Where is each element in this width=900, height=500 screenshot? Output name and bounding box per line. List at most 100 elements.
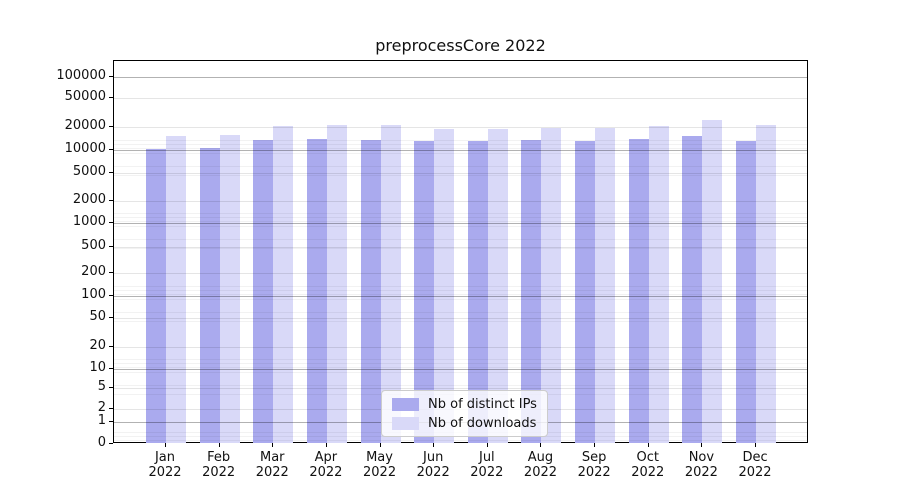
x-tick-label-may: May 2022 bbox=[363, 450, 397, 480]
y-tick bbox=[109, 408, 113, 409]
y-tick-label-1: 1 bbox=[97, 413, 106, 428]
y-tick bbox=[109, 222, 113, 223]
x-tick bbox=[647, 443, 649, 447]
minor-gridline bbox=[114, 321, 807, 323]
y-tick bbox=[109, 126, 113, 127]
minor-gridline bbox=[114, 175, 807, 177]
y-tick bbox=[109, 272, 113, 273]
x-tick-label-oct: Oct 2022 bbox=[631, 450, 665, 480]
x-tick bbox=[594, 443, 596, 447]
minor-gridline bbox=[114, 294, 807, 296]
y-tick bbox=[109, 368, 113, 369]
y-tick-label-200: 200 bbox=[81, 264, 106, 279]
y-tick-label-20000: 20000 bbox=[64, 118, 106, 133]
bar-distinct-ips-mar bbox=[253, 139, 274, 443]
minor-gridline bbox=[114, 239, 807, 241]
x-tick bbox=[325, 443, 327, 447]
x-tick-label-feb: Feb 2022 bbox=[202, 450, 236, 480]
y-tick-label-0: 0 bbox=[97, 435, 106, 450]
x-tick-label-jul: Jul 2022 bbox=[470, 450, 504, 480]
y-tick bbox=[109, 387, 113, 388]
legend: Nb of distinct IPs Nb of downloads bbox=[381, 390, 548, 437]
y-tick-label-2: 2 bbox=[97, 400, 106, 415]
bar-downloads-aug bbox=[541, 127, 562, 443]
x-tick-label-mar: Mar 2022 bbox=[255, 450, 289, 480]
minor-gridline bbox=[114, 221, 807, 223]
chart-title: preprocessCore 2022 bbox=[375, 36, 546, 55]
gridline-100000 bbox=[114, 77, 807, 78]
gridline-100 bbox=[114, 296, 807, 297]
y-tick bbox=[109, 76, 113, 77]
y-tick-label-50: 50 bbox=[89, 309, 106, 324]
minor-gridline bbox=[114, 144, 807, 146]
bar-downloads-nov bbox=[702, 120, 723, 443]
gridline-500 bbox=[114, 247, 807, 248]
x-tick bbox=[540, 443, 542, 447]
minor-gridline bbox=[114, 372, 807, 374]
gridline-1000 bbox=[114, 223, 807, 224]
legend-entry-downloads: Nb of downloads bbox=[392, 416, 539, 431]
minor-gridline bbox=[114, 312, 807, 314]
minor-gridline bbox=[114, 385, 807, 387]
x-tick-label-jun: Jun 2022 bbox=[416, 450, 450, 480]
y-tick bbox=[109, 295, 113, 296]
minor-gridline bbox=[114, 140, 807, 142]
minor-gridline bbox=[114, 226, 807, 228]
bar-distinct-ips-apr bbox=[306, 139, 327, 443]
y-tick-label-500: 500 bbox=[81, 238, 106, 253]
minor-gridline bbox=[114, 248, 807, 250]
minor-gridline bbox=[114, 148, 807, 150]
gridline-5000 bbox=[114, 173, 807, 174]
bar-downloads-dec bbox=[756, 125, 777, 443]
minor-gridline bbox=[114, 440, 807, 442]
y-tick-label-10000: 10000 bbox=[64, 141, 106, 156]
y-tick-label-100: 100 bbox=[81, 287, 106, 302]
gridline-20000 bbox=[114, 127, 807, 128]
minor-gridline bbox=[114, 299, 807, 301]
bar-distinct-ips-jun bbox=[414, 141, 435, 443]
y-tick bbox=[109, 421, 113, 422]
gridline-5 bbox=[114, 388, 807, 389]
minor-gridline bbox=[114, 217, 807, 219]
x-tick-label-nov: Nov 2022 bbox=[684, 450, 718, 480]
bar-downloads-sep bbox=[595, 127, 616, 443]
bar-distinct-ips-aug bbox=[521, 140, 542, 443]
gridline-200 bbox=[114, 273, 807, 274]
x-tick-label-dec: Dec 2022 bbox=[738, 450, 772, 480]
y-tick bbox=[109, 97, 113, 98]
bar-distinct-ips-jan bbox=[146, 149, 166, 443]
y-tick-label-5000: 5000 bbox=[72, 164, 106, 179]
x-tick bbox=[755, 443, 757, 447]
minor-gridline bbox=[114, 286, 807, 288]
gridline-10000 bbox=[114, 150, 807, 151]
bar-distinct-ips-feb bbox=[199, 148, 220, 443]
gridline-50 bbox=[114, 318, 807, 319]
bar-distinct-ips-sep bbox=[575, 141, 596, 443]
x-tick-label-sep: Sep 2022 bbox=[577, 450, 611, 480]
x-tick-label-aug: Aug 2022 bbox=[523, 450, 558, 480]
x-tick-label-apr: Apr 2022 bbox=[309, 450, 343, 480]
x-tick bbox=[218, 443, 220, 447]
legend-label-distinct-ips: Nb of distinct IPs bbox=[428, 396, 537, 412]
gridline-20 bbox=[114, 347, 807, 348]
x-tick bbox=[379, 443, 381, 447]
bar-downloads-oct bbox=[648, 125, 669, 443]
bar-downloads-mar bbox=[273, 125, 294, 443]
legend-entry-distinct-ips: Nb of distinct IPs bbox=[392, 397, 539, 412]
y-tick-label-1000: 1000 bbox=[72, 214, 106, 229]
minor-gridline bbox=[114, 166, 807, 168]
y-tick bbox=[109, 346, 113, 347]
bar-downloads-feb bbox=[219, 135, 240, 443]
gridline-2000 bbox=[114, 201, 807, 202]
minor-gridline bbox=[114, 363, 807, 365]
minor-gridline bbox=[114, 367, 807, 369]
x-tick bbox=[433, 443, 435, 447]
bar-distinct-ips-may bbox=[360, 139, 381, 443]
y-tick-label-20: 20 bbox=[89, 338, 106, 353]
y-tick-label-5: 5 bbox=[97, 379, 106, 394]
bar-downloads-jan bbox=[166, 136, 186, 443]
x-tick bbox=[272, 443, 274, 447]
y-tick bbox=[109, 149, 113, 150]
y-tick-label-10: 10 bbox=[89, 360, 106, 375]
